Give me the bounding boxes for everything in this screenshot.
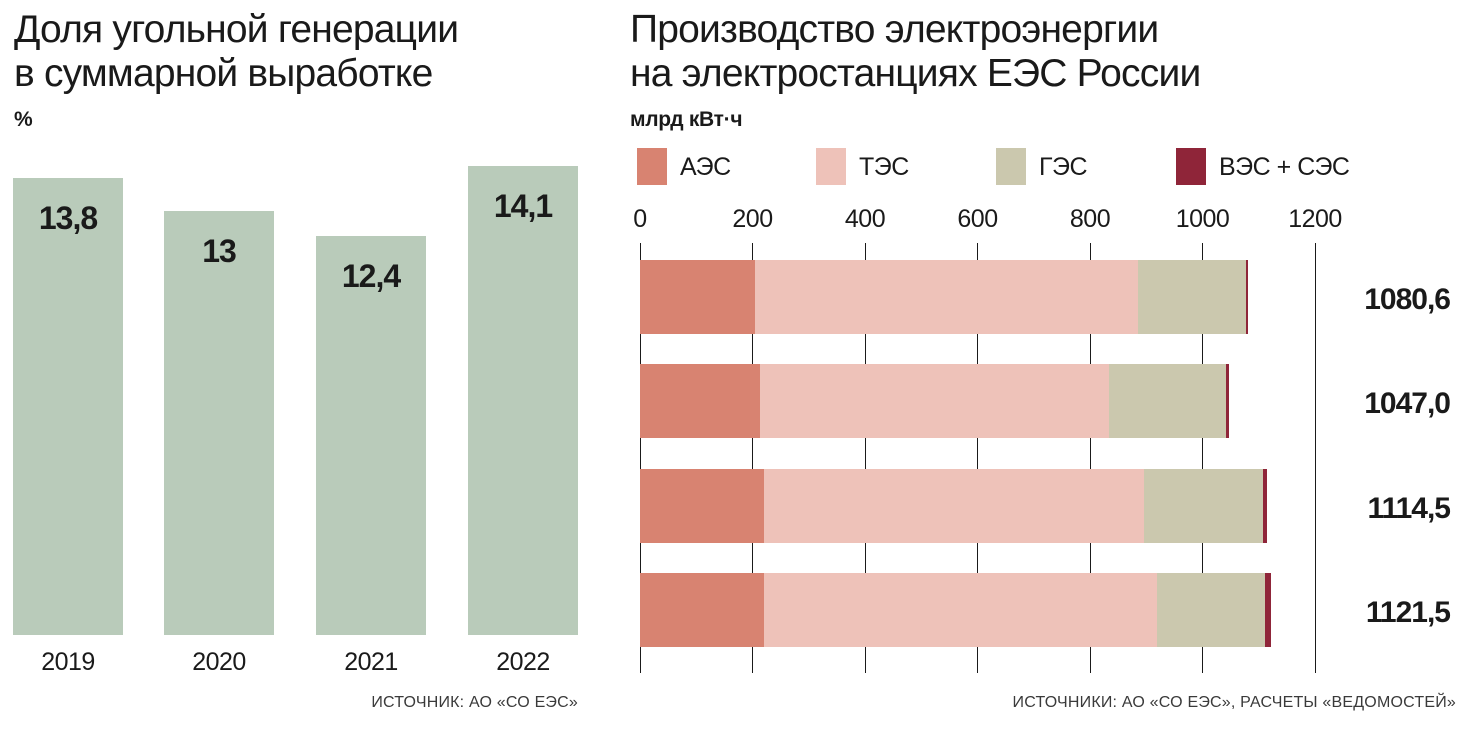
right-chart-plot: 0 200 400 600 800 1000 1200 1080,6 1047,0 1114,5 1… xyxy=(620,0,1462,730)
bar-segment-ТЭС xyxy=(764,573,1157,647)
x-axis-tick-800: 800 xyxy=(1069,205,1111,233)
left-bar-value: 14,1 xyxy=(493,188,553,224)
left-axis-year-2019: 2019 xyxy=(41,648,95,676)
legend-label-АЭС: АЭС xyxy=(680,153,731,181)
left-chart-unit: % xyxy=(14,108,33,131)
right-chart: Производство электроэнергии на электрост… xyxy=(620,0,1462,730)
bar-segment-ТЭС xyxy=(755,260,1138,334)
x-axis-tick-1200: 1200 xyxy=(1288,205,1342,233)
gridline-200 xyxy=(752,243,753,673)
left-chart-source: ИСТОЧНИК: АО «СО ЕЭС» xyxy=(371,694,578,711)
bar-segment-ГЭС xyxy=(1137,260,1247,334)
left-chart-title-line2: в суммарной выработке xyxy=(14,52,433,95)
row-total-2: 1047,0 xyxy=(1364,387,1451,420)
gridline-1200 xyxy=(1314,243,1316,673)
left-axis-year-2020: 2020 xyxy=(192,648,246,676)
bar-segment-ТЭС xyxy=(763,469,1144,543)
left-bar-2019: 13,8 xyxy=(13,178,123,635)
stacked-bar-row-3 xyxy=(640,469,1267,543)
stacked-bar-row-2 xyxy=(640,364,1229,438)
gridline-0 xyxy=(639,243,641,673)
row-total-1: 1080,6 xyxy=(1364,283,1451,316)
left-bar-2022: 14,1 xyxy=(468,166,578,635)
right-chart-title-line1: Производство электроэнергии xyxy=(630,8,1159,51)
gridline-800 xyxy=(1089,243,1091,673)
bar-segment-АЭС xyxy=(640,469,764,543)
legend-swatch-АЭС xyxy=(637,148,667,185)
left-axis-year-2021: 2021 xyxy=(344,648,398,676)
left-bar-2021: 12,4 xyxy=(316,236,426,635)
bar-segment-ГЭС xyxy=(1144,469,1264,543)
legend-label-ТЭС: ТЭС xyxy=(859,153,909,181)
row-total-4: 1121,5 xyxy=(1365,596,1451,629)
x-axis-tick-0: 0 xyxy=(633,205,647,233)
bar-segment-ВЭС + СЭС xyxy=(1225,364,1229,438)
left-bar-value: 13 xyxy=(202,233,237,269)
left-bar-2020: 13 xyxy=(164,211,274,635)
bar-segment-ВЭС + СЭС xyxy=(1246,260,1248,334)
left-chart-title: Доля угольной генерации в суммарной выра… xyxy=(14,8,459,96)
bar-segment-АЭС xyxy=(640,573,765,647)
gridline-600 xyxy=(977,243,978,673)
legend-swatch-ВЭС + СЭС xyxy=(1176,148,1206,185)
gridline-400 xyxy=(864,243,866,673)
legend-swatch-ТЭС xyxy=(816,148,846,185)
x-axis-tick-400: 400 xyxy=(844,205,886,233)
left-bar-value: 12,4 xyxy=(341,258,401,294)
legend-label-ВЭС + СЭС: ВЭС + СЭС xyxy=(1219,153,1350,181)
right-chart-legend: АЭС ТЭС ГЭС ВЭС + СЭС xyxy=(620,0,1462,200)
bar-segment-ГЭС xyxy=(1109,364,1226,438)
right-chart-source: ИСТОЧНИКИ: АО «СО ЕЭС», РАСЧЕТЫ «ВЕДОМОС… xyxy=(1012,694,1456,711)
stacked-bar-row-4 xyxy=(640,573,1271,647)
right-chart-title: Производство электроэнергии на электрост… xyxy=(630,8,1201,96)
row-total-3: 1114,5 xyxy=(1367,492,1451,525)
bar-segment-ГЭС xyxy=(1156,573,1265,647)
left-chart-plot: 13,8 2019 13 2020 12,4 2021 14,1 2022 xyxy=(0,0,620,730)
gridline-1000 xyxy=(1202,243,1203,673)
bar-segment-АЭС xyxy=(640,260,756,334)
bar-segment-ТЭС xyxy=(759,364,1110,438)
x-axis-tick-1000: 1000 xyxy=(1175,205,1230,233)
legend-swatch-ГЭС xyxy=(996,148,1026,185)
right-chart-unit: млрд кВт·ч xyxy=(630,108,743,131)
x-axis-tick-600: 600 xyxy=(957,205,998,233)
bar-segment-ВЭС + СЭС xyxy=(1264,573,1271,647)
left-chart: Доля угольной генерации в суммарной выра… xyxy=(0,0,620,730)
stacked-bar-row-1 xyxy=(640,260,1248,334)
bar-segment-ВЭС + СЭС xyxy=(1263,469,1267,543)
left-chart-title-line1: Доля угольной генерации xyxy=(14,8,459,51)
left-bar-value: 13,8 xyxy=(38,200,98,236)
bar-segment-АЭС xyxy=(640,364,760,438)
legend-label-ГЭС: ГЭС xyxy=(1039,153,1088,181)
left-axis-year-2022: 2022 xyxy=(496,648,550,676)
x-axis-tick-200: 200 xyxy=(732,205,773,233)
right-chart-title-line2: на электростанциях ЕЭС России xyxy=(630,52,1201,95)
